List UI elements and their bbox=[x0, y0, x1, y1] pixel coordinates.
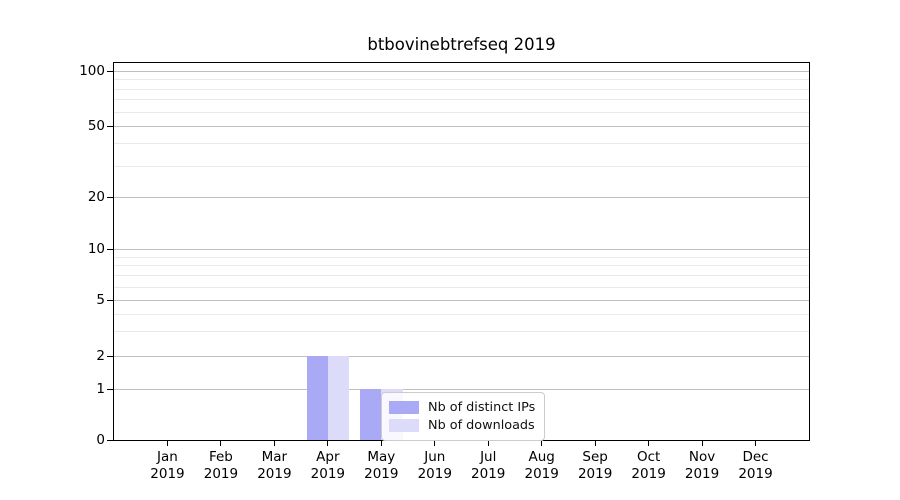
y-tick-label: 0 bbox=[96, 432, 105, 448]
plot-area: Nb of distinct IPs Nb of downloads bbox=[113, 62, 810, 441]
bar-distinct_ips bbox=[306, 356, 328, 440]
gridline-minor bbox=[114, 286, 809, 288]
y-tick-mark bbox=[107, 388, 113, 390]
y-tick-label: 100 bbox=[79, 63, 105, 79]
y-tick-label: 10 bbox=[87, 241, 105, 257]
y-tick-mark bbox=[107, 355, 113, 357]
gridline-major bbox=[114, 389, 809, 390]
x-tick-mark bbox=[273, 441, 275, 446]
y-tick-label: 2 bbox=[96, 348, 105, 364]
x-tick-label: Feb 2019 bbox=[203, 449, 239, 482]
gridline-major bbox=[114, 71, 809, 72]
y-tick-mark bbox=[107, 125, 113, 127]
y-tick-mark bbox=[107, 196, 113, 198]
gridline-major bbox=[114, 300, 809, 301]
bar-distinct_ips bbox=[359, 389, 382, 440]
gridline-minor bbox=[114, 265, 809, 267]
legend-label-distinct-ips: Nb of distinct IPs bbox=[428, 400, 536, 415]
x-tick-mark bbox=[541, 441, 543, 446]
x-tick-mark bbox=[701, 441, 703, 446]
x-tick-mark bbox=[755, 441, 757, 446]
chart-title: btbovinebtrefseq 2019 bbox=[367, 35, 556, 54]
gridline-minor bbox=[114, 99, 809, 101]
x-tick-mark bbox=[487, 441, 489, 446]
gridline-major bbox=[114, 197, 809, 198]
gridline-minor bbox=[114, 111, 809, 113]
x-tick-label: May 2019 bbox=[364, 449, 399, 482]
y-tick-mark bbox=[107, 439, 113, 441]
x-tick-mark bbox=[327, 441, 329, 446]
gridline-minor bbox=[114, 165, 809, 167]
bar-downloads bbox=[327, 356, 350, 440]
gridline-major bbox=[114, 126, 809, 127]
x-tick-mark bbox=[380, 441, 382, 446]
legend-swatch-downloads bbox=[389, 419, 419, 432]
gridline-minor bbox=[114, 331, 809, 333]
x-tick-label: Apr 2019 bbox=[310, 449, 346, 482]
x-tick-mark bbox=[166, 441, 168, 446]
gridline-minor bbox=[114, 88, 809, 90]
y-tick-mark bbox=[107, 299, 113, 301]
legend: Nb of distinct IPs Nb of downloads bbox=[381, 392, 546, 441]
x-tick-label: Aug 2019 bbox=[524, 449, 559, 482]
gridline-minor bbox=[114, 79, 809, 81]
legend-item-downloads: Nb of downloads bbox=[389, 417, 535, 434]
x-tick-label: Oct 2019 bbox=[631, 449, 666, 482]
legend-item-distinct-ips: Nb of distinct IPs bbox=[389, 399, 535, 416]
x-tick-mark bbox=[220, 441, 222, 446]
gridline-major bbox=[114, 356, 809, 357]
x-tick-mark bbox=[594, 441, 596, 446]
y-tick-mark bbox=[107, 70, 113, 72]
y-tick-mark bbox=[107, 248, 113, 250]
gridline-minor bbox=[114, 143, 809, 145]
x-tick-label: Jul 2019 bbox=[471, 449, 506, 482]
gridline-minor bbox=[114, 275, 809, 277]
x-tick-label: Dec 2019 bbox=[738, 449, 773, 482]
x-tick-mark bbox=[648, 441, 650, 446]
gridline-major bbox=[114, 249, 809, 250]
x-tick-label: Jun 2019 bbox=[417, 449, 452, 482]
y-tick-label: 20 bbox=[87, 189, 105, 205]
legend-label-downloads: Nb of downloads bbox=[428, 418, 535, 433]
y-tick-label: 50 bbox=[87, 118, 105, 134]
y-tick-label: 1 bbox=[96, 381, 105, 397]
y-tick-label: 5 bbox=[96, 292, 105, 308]
gridline-minor bbox=[114, 256, 809, 258]
legend-swatch-distinct-ips bbox=[389, 401, 419, 414]
x-tick-label: Mar 2019 bbox=[257, 449, 292, 482]
x-tick-label: Jan 2019 bbox=[150, 449, 185, 482]
gridline-minor bbox=[114, 313, 809, 315]
x-tick-label: Sep 2019 bbox=[577, 449, 613, 482]
x-tick-mark bbox=[434, 441, 436, 446]
x-tick-label: Nov 2019 bbox=[684, 449, 720, 482]
